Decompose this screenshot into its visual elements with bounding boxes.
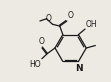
Text: HO: HO <box>30 60 41 69</box>
Text: O: O <box>67 11 73 20</box>
Text: N: N <box>75 64 83 73</box>
Text: OH: OH <box>86 20 97 29</box>
Text: O: O <box>46 15 52 23</box>
Text: O: O <box>39 37 45 46</box>
